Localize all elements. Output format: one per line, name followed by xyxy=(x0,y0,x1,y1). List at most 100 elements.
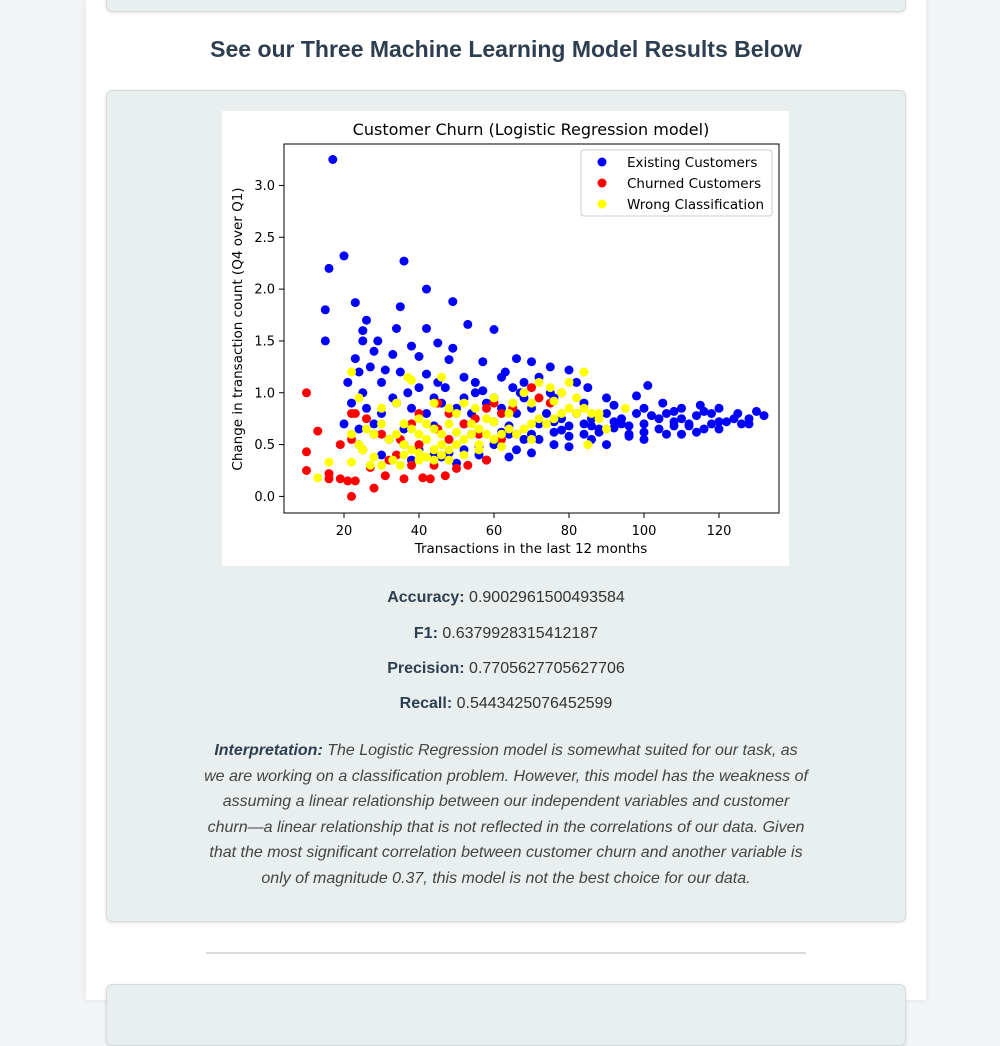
scatter-point-0-174 xyxy=(557,425,566,435)
scatter-point-0-68 xyxy=(549,427,559,437)
scatter-point-0-81 xyxy=(354,424,364,434)
scatter-point-0-4 xyxy=(422,284,431,294)
scatter-point-2-93 xyxy=(474,445,484,455)
y-tick-label: 2.5 xyxy=(254,231,275,246)
scatter-point-0-19 xyxy=(433,338,443,348)
scatter-point-2-18 xyxy=(452,440,461,450)
metric-accuracy: Accuracy: 0.9002961500493584 xyxy=(107,589,905,607)
metric-label: Precision: xyxy=(387,660,465,677)
scatter-point-0-119 xyxy=(377,450,386,460)
scatter-point-2-14 xyxy=(422,452,431,462)
x-tick-label: 120 xyxy=(707,524,732,539)
scatter-point-0-136 xyxy=(609,400,619,410)
scatter-point-0-2 xyxy=(324,263,334,273)
scatter-point-0-41 xyxy=(343,377,353,387)
scatter-point-0-109 xyxy=(737,419,746,429)
scatter-point-1-16 xyxy=(452,463,461,473)
metric-precision: Precision: 0.7705627705627706 xyxy=(107,660,905,678)
scatter-point-0-108 xyxy=(729,414,739,424)
scatter-point-0-31 xyxy=(354,367,364,377)
scatter-point-0-84 xyxy=(362,403,371,413)
scatter-point-0-27 xyxy=(512,354,521,364)
scatter-point-0-62 xyxy=(639,419,649,429)
x-axis-label: Transactions in the last 12 months xyxy=(414,541,648,557)
scatter-point-1-42 xyxy=(407,460,416,470)
scatter-point-0-14 xyxy=(489,325,499,334)
scatter-point-0-70 xyxy=(519,434,529,444)
scatter-point-0-146 xyxy=(440,383,450,393)
scatter-point-0-64 xyxy=(609,417,619,427)
scatter-point-2-65 xyxy=(414,429,424,439)
scatter-point-0-103 xyxy=(647,411,656,421)
scatter-point-2-17 xyxy=(444,445,454,455)
scatter-point-2-55 xyxy=(557,388,566,398)
scatter-point-2-61 xyxy=(583,440,593,450)
scatter-point-0-147 xyxy=(478,386,488,396)
scatter-point-0-100 xyxy=(602,409,611,418)
scatter-point-2-53 xyxy=(534,377,544,387)
scatter-point-2-73 xyxy=(407,424,416,434)
scatter-point-2-40 xyxy=(377,403,386,413)
scatter-point-0-104 xyxy=(662,409,671,418)
scatter-point-0-156 xyxy=(684,419,694,429)
scatter-point-0-138 xyxy=(669,406,679,416)
scatter-point-0-169 xyxy=(669,421,679,431)
scatter-point-0-67 xyxy=(564,431,574,441)
y-tick-label: 0.5 xyxy=(254,438,275,453)
scatter-point-0-168 xyxy=(639,427,649,437)
metric-value: 0.7705627705627706 xyxy=(469,660,625,677)
scatter-point-2-48 xyxy=(459,398,469,408)
scatter-point-2-41 xyxy=(392,398,401,408)
scatter-point-2-57 xyxy=(579,367,589,377)
metric-recall: Recall: 0.5443425076452599 xyxy=(107,695,905,713)
scatter-point-0-126 xyxy=(677,429,686,439)
scatter-point-0-5 xyxy=(350,298,360,308)
scatter-point-0-15 xyxy=(320,336,330,346)
scatter-point-0-127 xyxy=(714,424,724,434)
metric-value: 0.6379928315412187 xyxy=(442,625,599,642)
scatter-point-2-74 xyxy=(414,414,424,424)
scatter-point-2-10 xyxy=(395,460,405,470)
scatter-point-1-36 xyxy=(534,393,544,403)
scatter-point-2-20 xyxy=(467,429,476,439)
scatter-point-2-7 xyxy=(365,460,375,470)
scatter-point-0-61 xyxy=(654,414,664,424)
scatter-point-0-25 xyxy=(444,355,454,365)
scatter-point-2-52 xyxy=(519,388,529,398)
scatter-point-0-87 xyxy=(407,403,416,413)
scatter-point-0-28 xyxy=(527,357,536,367)
scatter-point-0-29 xyxy=(545,362,555,372)
scatter-point-1-13 xyxy=(418,473,428,483)
scatter-point-2-75 xyxy=(377,419,386,429)
scatter-point-2-24 xyxy=(497,429,506,439)
scatter-point-0-7 xyxy=(448,297,458,307)
scatter-point-1-15 xyxy=(440,471,450,481)
scatter-point-2-33 xyxy=(564,403,574,413)
scatter-point-1-1 xyxy=(369,483,379,493)
scatter-point-0-1 xyxy=(339,251,349,261)
scatter-point-2-1 xyxy=(324,457,334,467)
scatter-point-2-8 xyxy=(377,460,386,470)
scatter-point-1-24 xyxy=(377,429,386,439)
scatter-point-0-158 xyxy=(744,419,754,429)
scatter-point-0-145 xyxy=(403,388,413,398)
scatter-point-0-23 xyxy=(350,354,360,364)
scatter-point-2-6 xyxy=(369,452,379,462)
scatter-point-2-39 xyxy=(354,393,364,403)
scatter-point-0-155 xyxy=(654,424,664,434)
scatter-point-0-9 xyxy=(362,315,371,325)
scatter-point-2-80 xyxy=(437,440,446,450)
metric-value: 0.5443425076452599 xyxy=(456,695,613,712)
scatter-point-1-18 xyxy=(482,455,491,465)
scatter-point-2-23 xyxy=(489,434,499,444)
scatter-point-2-11 xyxy=(399,450,409,460)
scatter-point-2-49 xyxy=(470,403,480,413)
scatter-point-2-36 xyxy=(587,409,596,418)
scatter-point-2-72 xyxy=(399,419,409,429)
scatter-point-2-29 xyxy=(534,414,544,424)
scatter-point-2-25 xyxy=(504,424,514,434)
metric-label: F1: xyxy=(413,625,438,642)
scatter-point-1-26 xyxy=(414,440,424,450)
scatter-point-0-22 xyxy=(388,349,398,359)
scatter-point-1-8 xyxy=(335,474,345,484)
